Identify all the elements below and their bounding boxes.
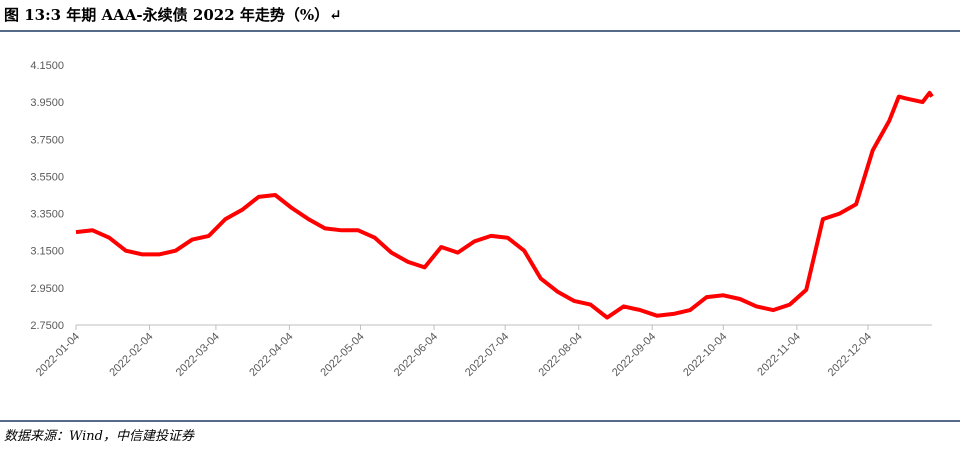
chart-title: 图 13:3 年期 AAA-永续债 2022 年走势（%）↵ [4, 6, 342, 24]
x-tick-label: 2022-08-04 [537, 331, 585, 379]
y-tick-label: 2.7500 [30, 320, 64, 332]
x-tick-label: 2022-12-04 [826, 331, 874, 379]
x-tick-label: 2022-06-04 [392, 331, 440, 379]
y-tick-label: 3.9500 [30, 97, 64, 109]
x-tick-label: 2022-04-04 [247, 331, 295, 379]
x-tick-label: 2022-11-04 [755, 331, 803, 379]
source: 数据来源：Wind，中信建投证券 [4, 429, 195, 444]
x-tick-label: 2022-10-04 [681, 331, 729, 379]
x-tick-label: 2022-05-04 [318, 331, 366, 379]
y-tick-label: 3.7500 [30, 134, 64, 146]
y-tick-label: 3.5500 [30, 171, 64, 183]
y-tick-label: 2.9500 [30, 283, 64, 295]
y-tick-label: 3.3500 [30, 209, 64, 221]
x-tick-label: 2022-07-04 [463, 331, 511, 379]
y-tick-label: 4.1500 [30, 60, 64, 72]
x-tick-label: 2022-03-04 [174, 331, 222, 379]
line-series [75, 90, 934, 320]
x-tick-label: 2022-01-04 [34, 331, 82, 379]
x-tick-label: 2022-02-04 [107, 331, 155, 379]
y-tick-label: 3.1500 [30, 246, 64, 258]
x-tick-label: 2022-09-04 [610, 331, 658, 379]
